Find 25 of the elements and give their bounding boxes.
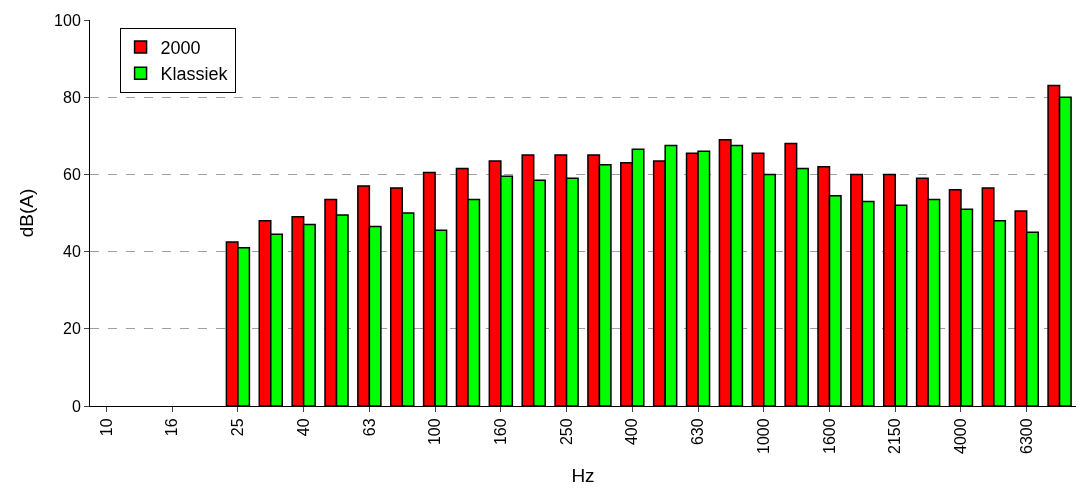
y-tick-label: 0 [71,397,81,415]
x-tick-label: 630 [689,418,707,446]
y-tick-label: 20 [63,320,81,338]
y-axis-title: dB(A) [15,188,37,238]
y-tick-label: 100 [54,11,81,29]
x-tick-label: 63 [360,418,378,437]
x-tick-label: 16 [163,418,181,437]
y-tick-label: 40 [63,243,81,261]
x-tick-label: 25 [229,418,247,437]
x-tick-label: 10 [97,418,115,437]
y-tick-label: 60 [63,166,81,183]
x-tick-label: 4000 [952,418,970,454]
y-tick-label: 80 [63,88,81,106]
x-tick-label: 400 [623,418,641,446]
x-tick-label: 2150 [886,418,904,454]
x-axis-title: Hz [571,464,595,486]
x-tick-label: 160 [492,418,510,446]
legend-label: Klassiek [160,64,229,85]
x-tick-label: 100 [426,418,444,446]
x-tick-label: 1000 [754,418,772,454]
x-tick-label: 1600 [820,418,838,454]
x-tick-label: 40 [294,418,312,437]
x-tick-label: 6300 [1017,418,1035,454]
x-tick-label: 250 [557,418,575,446]
legend-label: 2000 [160,37,201,58]
